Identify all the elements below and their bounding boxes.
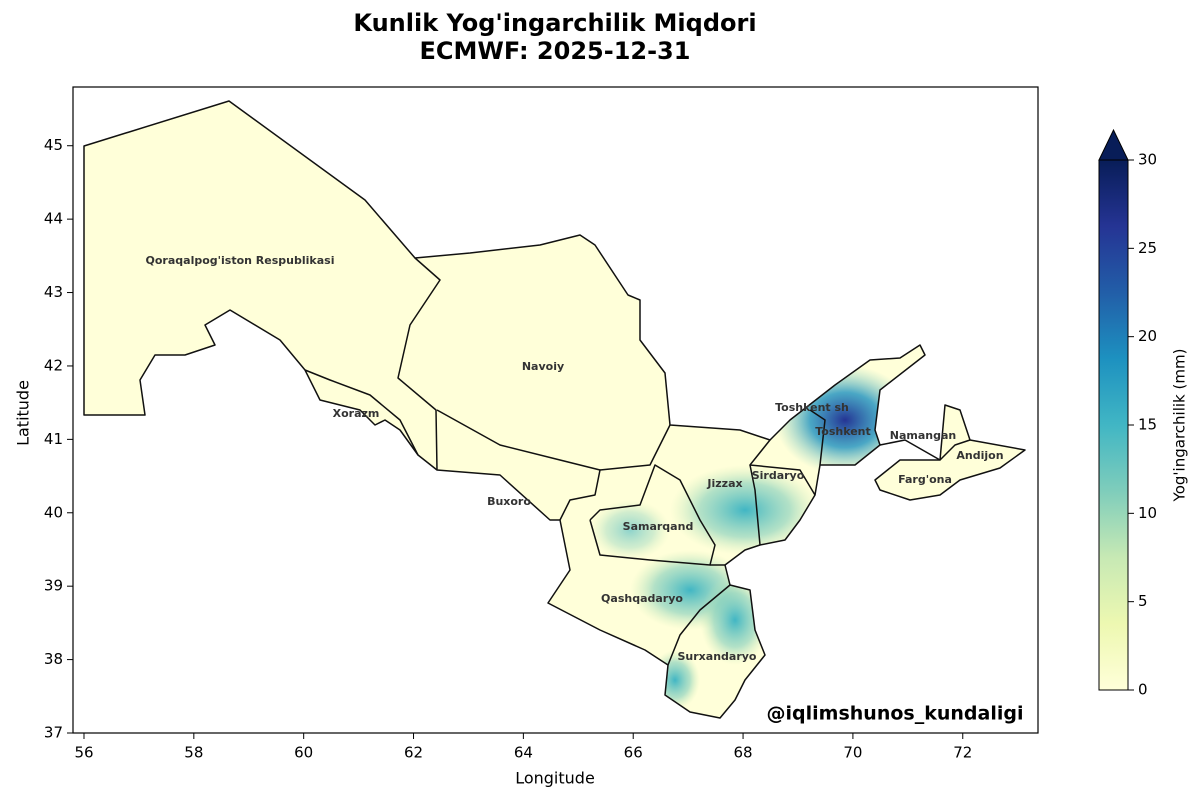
y-tick-label: 40 [44,503,63,521]
region-label: Toshkent [815,425,871,438]
colorbar-tick-label: 5 [1138,592,1148,610]
region-label: Xorazm [333,407,380,420]
y-axis-label: Latitude [14,380,33,446]
y-tick-label: 44 [44,210,63,228]
region-label: Navoiy [522,360,564,373]
region-label: Toshkent sh [775,401,849,414]
region-label: Qoraqalpog'iston Respublikasi [146,254,335,267]
colorbar-tick-label: 25 [1138,239,1157,257]
colorbar-tick-label: 0 [1138,681,1148,699]
x-tick-label: 60 [294,744,313,762]
x-tick-label: 66 [624,744,643,762]
y-tick-label: 37 [44,724,63,742]
region-label: Surxandaryo [678,650,757,663]
x-tick-label: 56 [74,744,93,762]
x-tick-label: 58 [184,744,203,762]
chart-subtitle: ECMWF: 2025-12-31 [420,37,691,65]
y-tick-label: 38 [44,650,63,668]
x-tick-label: 62 [404,744,423,762]
y-tick-label: 39 [44,577,63,595]
region-label: Buxoro [487,495,531,508]
region-label: Qashqadaryo [601,592,683,605]
region-label: Samarqand [623,520,694,533]
colorbar-label: Yog'ingarchilik (mm) [1171,349,1189,503]
region-label: Andijon [956,449,1003,462]
x-tick-label: 64 [514,744,533,762]
x-axis-label: Longitude [515,769,595,788]
y-tick-label: 42 [44,356,63,374]
colorbar-tick-label: 10 [1138,504,1157,522]
colorbar-extend [1098,128,1129,161]
region-label: Sirdaryo [752,469,805,482]
y-tick-label: 45 [44,136,63,154]
x-tick-label: 72 [953,744,972,762]
x-tick-label: 68 [734,744,753,762]
region-label: Jizzax [706,477,742,490]
region-label: Farg'ona [898,473,952,486]
colorbar-tick-label: 15 [1138,416,1157,434]
watermark: @iqlimshunos_kundaligi [767,703,1024,725]
y-tick-label: 43 [44,283,63,301]
colorbar [1098,159,1129,691]
boundaries [83,100,1026,719]
colorbar-tick-label: 20 [1138,327,1157,345]
chart-title: Kunlik Yog'ingarchilik Miqdori [353,9,756,37]
y-tick-label: 41 [44,430,63,448]
colorbar-tick-label: 30 [1138,151,1157,169]
x-tick-label: 70 [843,744,862,762]
region-label: Namangan [890,429,956,442]
